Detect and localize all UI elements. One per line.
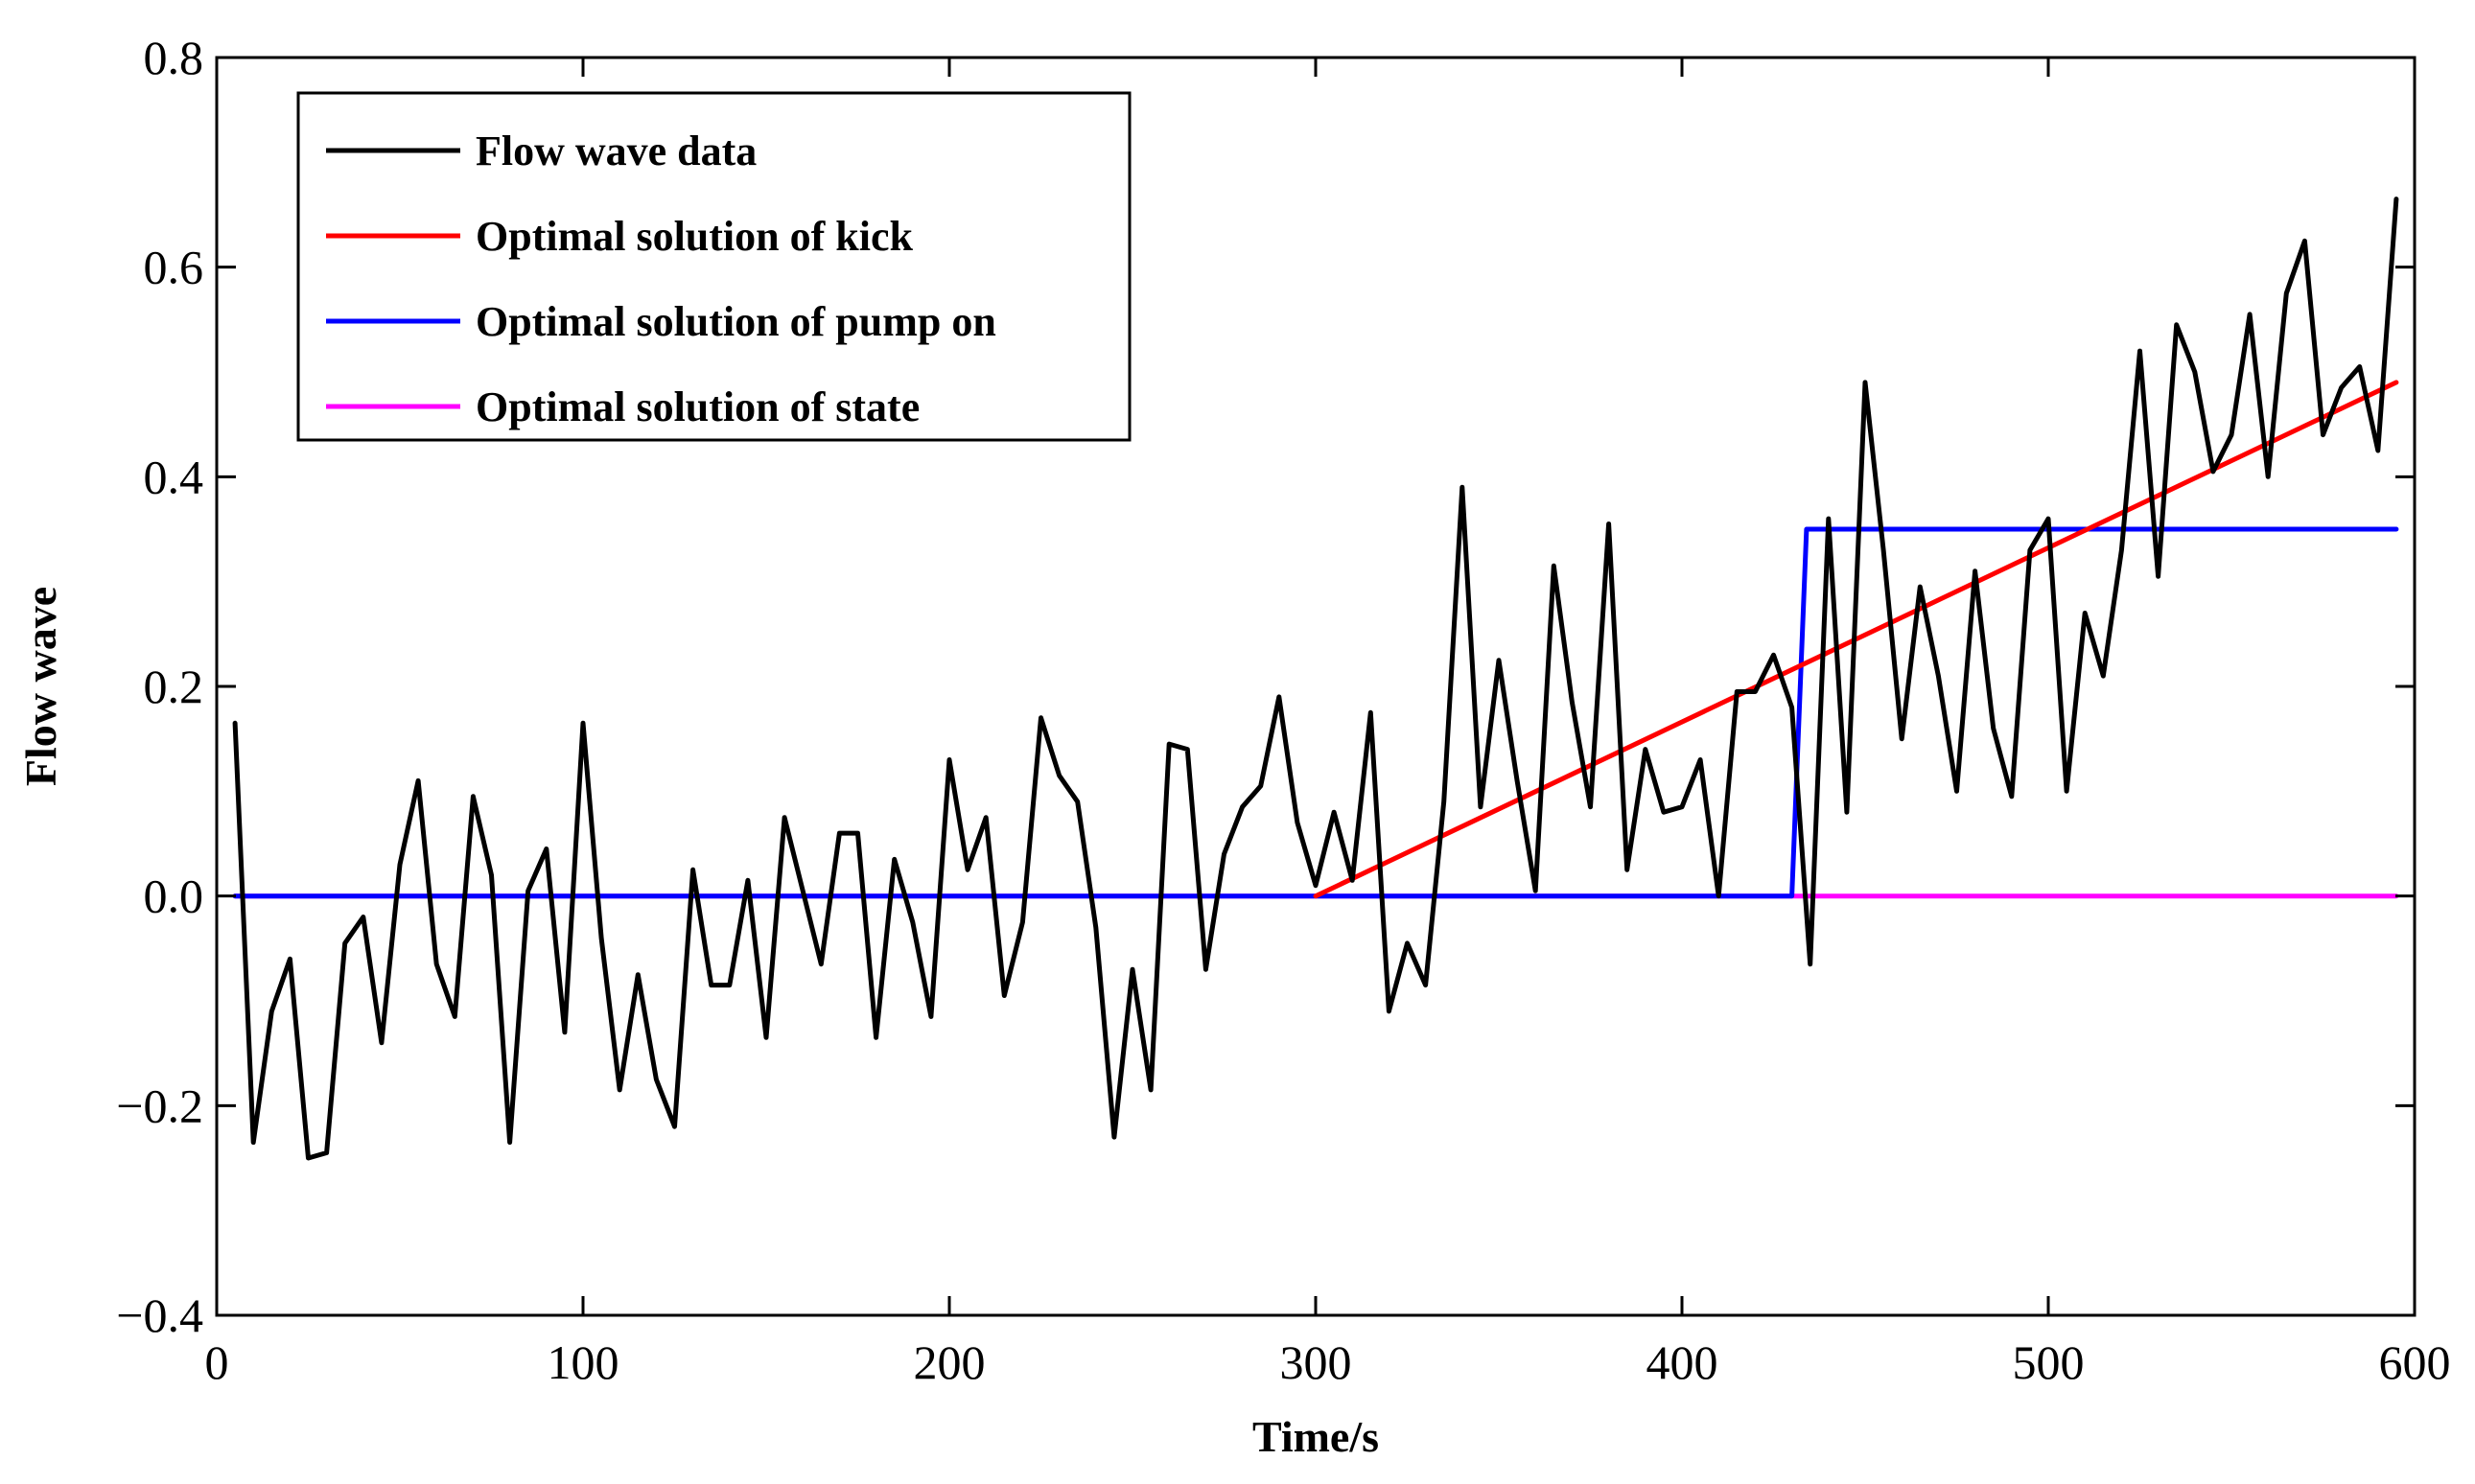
legend: Flow wave data Optimal solution of kick Op… (296, 91, 1132, 442)
x-tick-label: 400 (1646, 1335, 1718, 1389)
y-tick-label: 0.4 (144, 450, 204, 503)
y-axis-title: Flow wave (16, 587, 65, 786)
series-layer (232, 197, 2399, 1161)
legend-label-3: Optimal solution of state (476, 383, 920, 430)
x-tick-label: 200 (914, 1335, 986, 1389)
y-tick-label: −0.4 (116, 1288, 203, 1342)
legend-label-2: Optimal solution of pump on (476, 298, 996, 345)
y-tick-label: −0.2 (116, 1078, 203, 1132)
series-line-0 (232, 197, 2399, 1161)
x-tick-label: 100 (548, 1335, 619, 1389)
x-tick-label: 600 (2379, 1335, 2451, 1389)
legend-items: Flow wave data Optimal solution of kick Op… (326, 128, 996, 430)
legend-label-1: Optimal solution of kick (476, 213, 913, 260)
series-line-2 (232, 526, 2399, 899)
y-tick-label: 0.2 (144, 660, 204, 713)
x-tick-label: 0 (205, 1335, 229, 1389)
legend-label-0: Flow wave data (476, 128, 757, 174)
y-tick-label: 0.0 (144, 870, 204, 923)
x-tick-label: 300 (1280, 1335, 1352, 1389)
x-tick-label: 500 (2013, 1335, 2085, 1389)
ticks-layer: 0 100 200 300 400 500 600 −0.4 −0.2 0.0 0.2 0.4 0.6 0… (116, 31, 2450, 1389)
y-tick-label: 0.6 (144, 241, 204, 294)
y-tick-label: 0.8 (144, 31, 204, 84)
x-axis-title: Time/s (1252, 1412, 1379, 1461)
